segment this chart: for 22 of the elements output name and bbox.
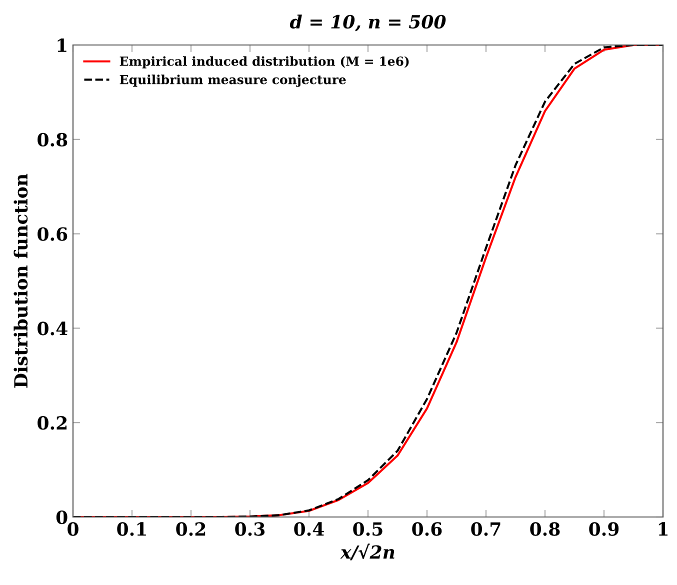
- x-tick-label: 0.1: [117, 522, 146, 536]
- y-axis-title: Distribution function: [14, 174, 28, 388]
- x-tick-label: 1: [658, 522, 668, 536]
- legend-label: Empirical induced distribution (M = 1e6): [120, 56, 409, 68]
- y-tick-label: 0: [56, 510, 68, 524]
- x-tick-label: 0.7: [471, 522, 500, 536]
- x-tick-label: 0.6: [412, 522, 442, 536]
- chart-title: d = 10, n = 500: [290, 14, 446, 32]
- y-tick-label: 0.6: [38, 227, 68, 241]
- x-tick-label: 0: [68, 522, 78, 536]
- x-tick-label: 0.2: [176, 522, 206, 536]
- x-tick-label: 0.9: [589, 522, 619, 536]
- x-axis-title: x/√2n: [340, 544, 394, 560]
- x-tick-label: 0.8: [530, 522, 560, 536]
- x-tick-label: 0.5: [353, 522, 382, 536]
- y-tick-label: 0.2: [38, 416, 67, 430]
- x-tick-label: 0.4: [294, 522, 324, 536]
- y-tick-label: 1: [58, 38, 66, 52]
- y-tick-label: 0.8: [38, 132, 68, 147]
- x-tick-label: 0.3: [235, 522, 265, 536]
- y-tick-label: 0.4: [38, 322, 68, 336]
- legend-label: Equilibrium measure conjecture: [120, 74, 346, 87]
